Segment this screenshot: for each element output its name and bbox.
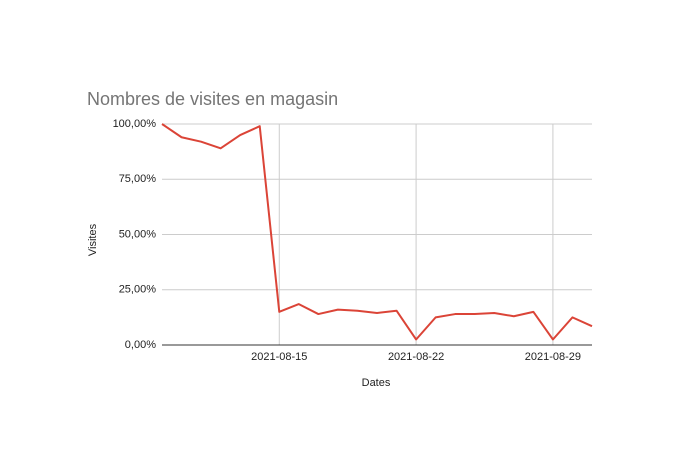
y-tick-label: 25,00% bbox=[119, 284, 157, 296]
line-series bbox=[161, 123, 593, 341]
y-tick-label: 75,00% bbox=[119, 173, 157, 185]
x-tick-label: 2021-08-15 bbox=[251, 351, 307, 363]
y-tick-label: 50,00% bbox=[119, 228, 157, 240]
chart-title: Nombres de visites en magasin bbox=[87, 89, 338, 109]
x-tick-label: 2021-08-29 bbox=[525, 351, 581, 363]
y-tick-label: 100,00% bbox=[113, 118, 157, 130]
y-axis-label: Visites bbox=[87, 223, 99, 256]
y-tick-label: 0,00% bbox=[125, 339, 156, 351]
x-axis-label: Dates bbox=[362, 377, 391, 389]
x-tick-label: 2021-08-22 bbox=[388, 351, 444, 363]
